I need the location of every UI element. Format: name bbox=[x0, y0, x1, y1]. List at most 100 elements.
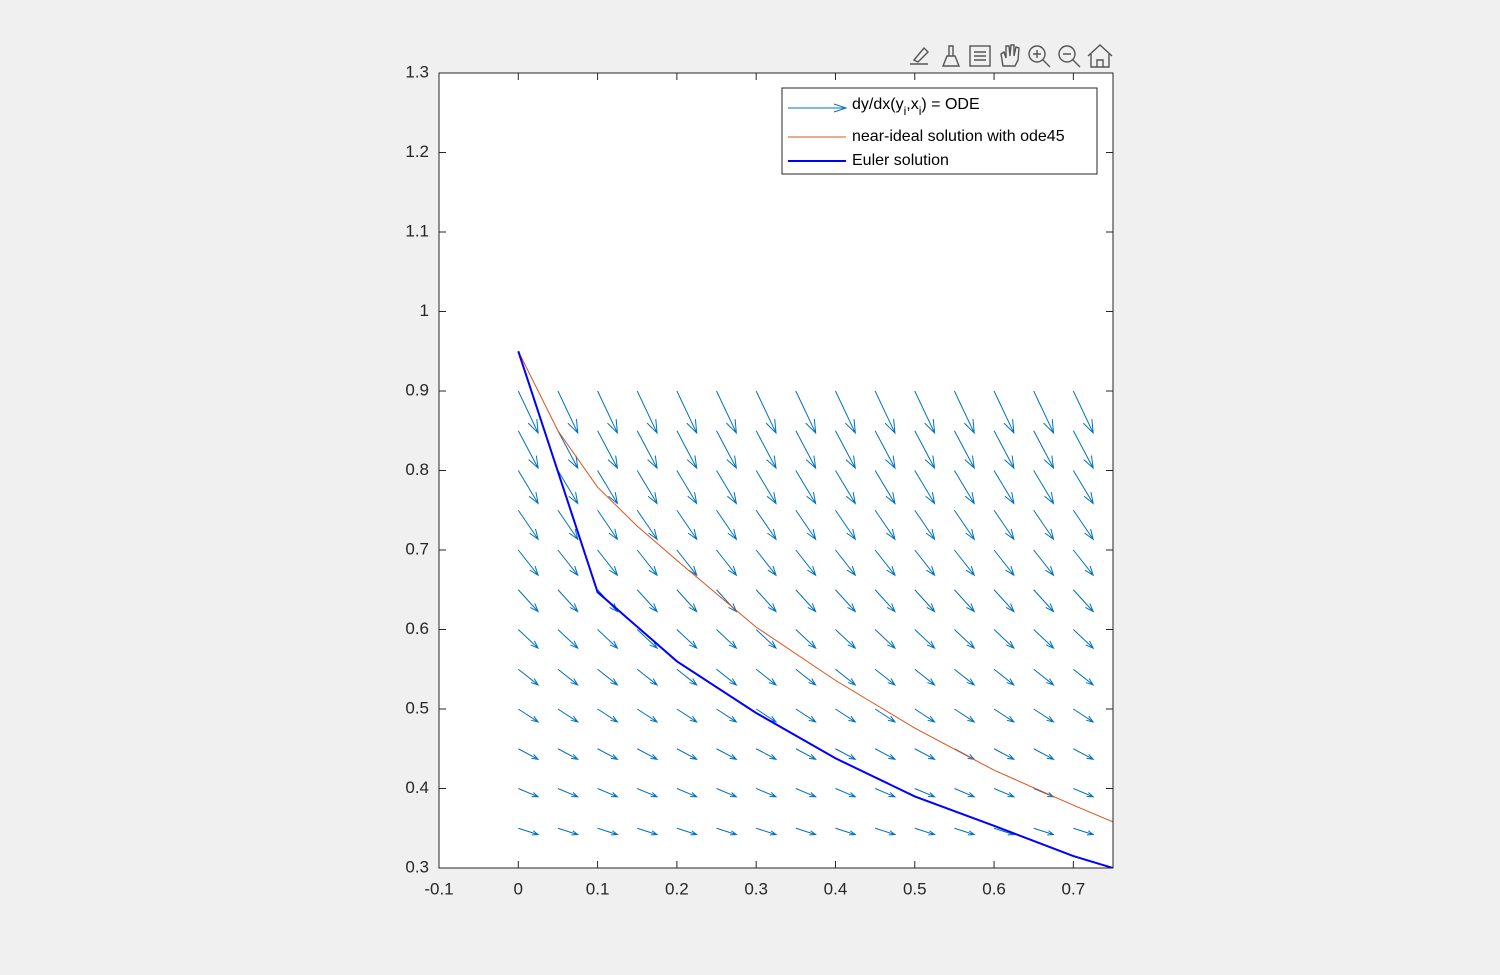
quiver-arrow bbox=[755, 430, 777, 470]
data-tips[interactable] bbox=[941, 45, 961, 67]
quiver-arrow bbox=[914, 668, 936, 686]
quiver-arrow bbox=[637, 788, 659, 798]
plot-area bbox=[517, 350, 1113, 868]
quiver-arrow bbox=[517, 509, 539, 541]
quiver-arrow bbox=[914, 390, 936, 435]
quiver-arrow bbox=[795, 827, 818, 836]
quiver-arrow bbox=[1033, 470, 1055, 505]
quiver-arrow bbox=[1073, 788, 1095, 798]
quiver-arrow bbox=[597, 708, 619, 723]
x-tick-label: 0.6 bbox=[982, 879, 1006, 898]
quiver-arrow bbox=[517, 549, 540, 577]
x-tick-label: 0.2 bbox=[665, 879, 689, 898]
quiver-arrow bbox=[835, 470, 857, 505]
brush-tool[interactable] bbox=[910, 46, 929, 65]
quiver-arrow bbox=[874, 589, 896, 613]
quiver-arrow bbox=[1033, 629, 1055, 650]
x-tick-label: 0 bbox=[514, 879, 523, 898]
quiver-arrow bbox=[795, 390, 817, 435]
quiver-arrow bbox=[993, 629, 1015, 650]
quiver-arrow bbox=[755, 629, 778, 650]
quiver-arrow bbox=[953, 509, 976, 541]
home[interactable] bbox=[1087, 44, 1113, 68]
quiver-arrow bbox=[1033, 430, 1055, 470]
quiver-arrow bbox=[835, 589, 857, 613]
quiver-arrow bbox=[518, 708, 540, 723]
quiver-arrow bbox=[597, 827, 619, 836]
quiver-arrow bbox=[676, 509, 698, 541]
zoom-out[interactable] bbox=[1058, 45, 1081, 68]
quiver-arrow bbox=[636, 629, 659, 650]
quiver-arrow bbox=[755, 788, 778, 798]
quiver-arrow bbox=[597, 748, 619, 760]
x-tick-label: 0.1 bbox=[586, 879, 610, 898]
x-tick-label: -0.1 bbox=[424, 879, 453, 898]
quiver-arrow bbox=[636, 549, 658, 577]
quiver-arrow bbox=[835, 629, 857, 650]
quiver-arrow bbox=[795, 748, 817, 760]
quiver-arrow bbox=[993, 549, 1015, 577]
quiver-arrow bbox=[557, 549, 579, 577]
quiver-arrow bbox=[676, 430, 698, 470]
quiver-arrow bbox=[676, 629, 698, 650]
quiver-arrow bbox=[1072, 470, 1094, 505]
quiver-arrow bbox=[557, 470, 579, 505]
quiver-arrow bbox=[874, 470, 896, 505]
quiver-arrow bbox=[637, 748, 659, 760]
quiver-arrow bbox=[874, 390, 896, 435]
quiver-arrow bbox=[795, 430, 817, 470]
quiver-arrow bbox=[597, 668, 619, 686]
zoom-in[interactable] bbox=[1028, 45, 1051, 68]
quiver-arrow bbox=[517, 390, 539, 435]
quiver-arrow bbox=[676, 748, 698, 760]
quiver-arrow bbox=[518, 748, 540, 760]
quiver-arrow bbox=[1073, 827, 1095, 836]
quiver-arrow bbox=[755, 748, 778, 760]
quiver-arrow bbox=[1033, 589, 1055, 613]
y-tick-label: 1.1 bbox=[405, 221, 429, 240]
y-tick-label: 0.6 bbox=[405, 619, 429, 638]
quiver-arrow bbox=[835, 430, 856, 470]
quiver-arrow bbox=[755, 549, 777, 577]
quiver-arrow bbox=[874, 827, 897, 836]
quiver-arrow bbox=[914, 430, 936, 470]
quiver-arrow bbox=[636, 708, 659, 723]
quiver-arrow bbox=[874, 788, 897, 798]
quiver-arrow bbox=[874, 708, 897, 723]
quiver-arrow bbox=[676, 788, 699, 798]
quiver-arrow bbox=[914, 708, 936, 723]
axes-background bbox=[439, 73, 1113, 868]
quiver-arrow bbox=[835, 827, 857, 836]
quiver-arrow bbox=[993, 788, 1016, 798]
quiver-arrow bbox=[874, 668, 897, 686]
quiver-arrow bbox=[1033, 748, 1055, 760]
quiver-arrow bbox=[835, 748, 857, 760]
quiver-arrow bbox=[795, 629, 817, 650]
quiver-arrow bbox=[716, 390, 737, 435]
quiver-arrow bbox=[993, 668, 1016, 686]
quiver-arrow bbox=[557, 668, 579, 686]
quiver-arrow bbox=[557, 827, 580, 836]
quiver-arrow bbox=[795, 509, 817, 541]
x-tick-label: 0.5 bbox=[903, 879, 927, 898]
quiver-arrow bbox=[835, 390, 856, 435]
quiver-arrow bbox=[716, 668, 738, 686]
quiver-arrow bbox=[557, 589, 579, 613]
quiver-arrow bbox=[1073, 629, 1095, 650]
y-tick-label: 0.7 bbox=[405, 539, 429, 558]
quiver-arrow bbox=[1072, 549, 1095, 577]
pan-tool[interactable] bbox=[1000, 44, 1020, 67]
quiver-arrow bbox=[1072, 589, 1095, 613]
quiver-arrow bbox=[597, 390, 619, 435]
quiver-arrow bbox=[1033, 827, 1055, 836]
series-line bbox=[517, 351, 1113, 823]
quiver-arrow bbox=[993, 589, 1015, 613]
legend-toggle[interactable] bbox=[969, 45, 991, 67]
quiver-arrow bbox=[716, 430, 738, 470]
quiver-arrow bbox=[517, 668, 540, 686]
quiver-arrow bbox=[1072, 509, 1094, 541]
quiver-arrow bbox=[914, 509, 936, 541]
quiver-arrow bbox=[597, 549, 619, 577]
quiver-arrow bbox=[1073, 668, 1095, 686]
